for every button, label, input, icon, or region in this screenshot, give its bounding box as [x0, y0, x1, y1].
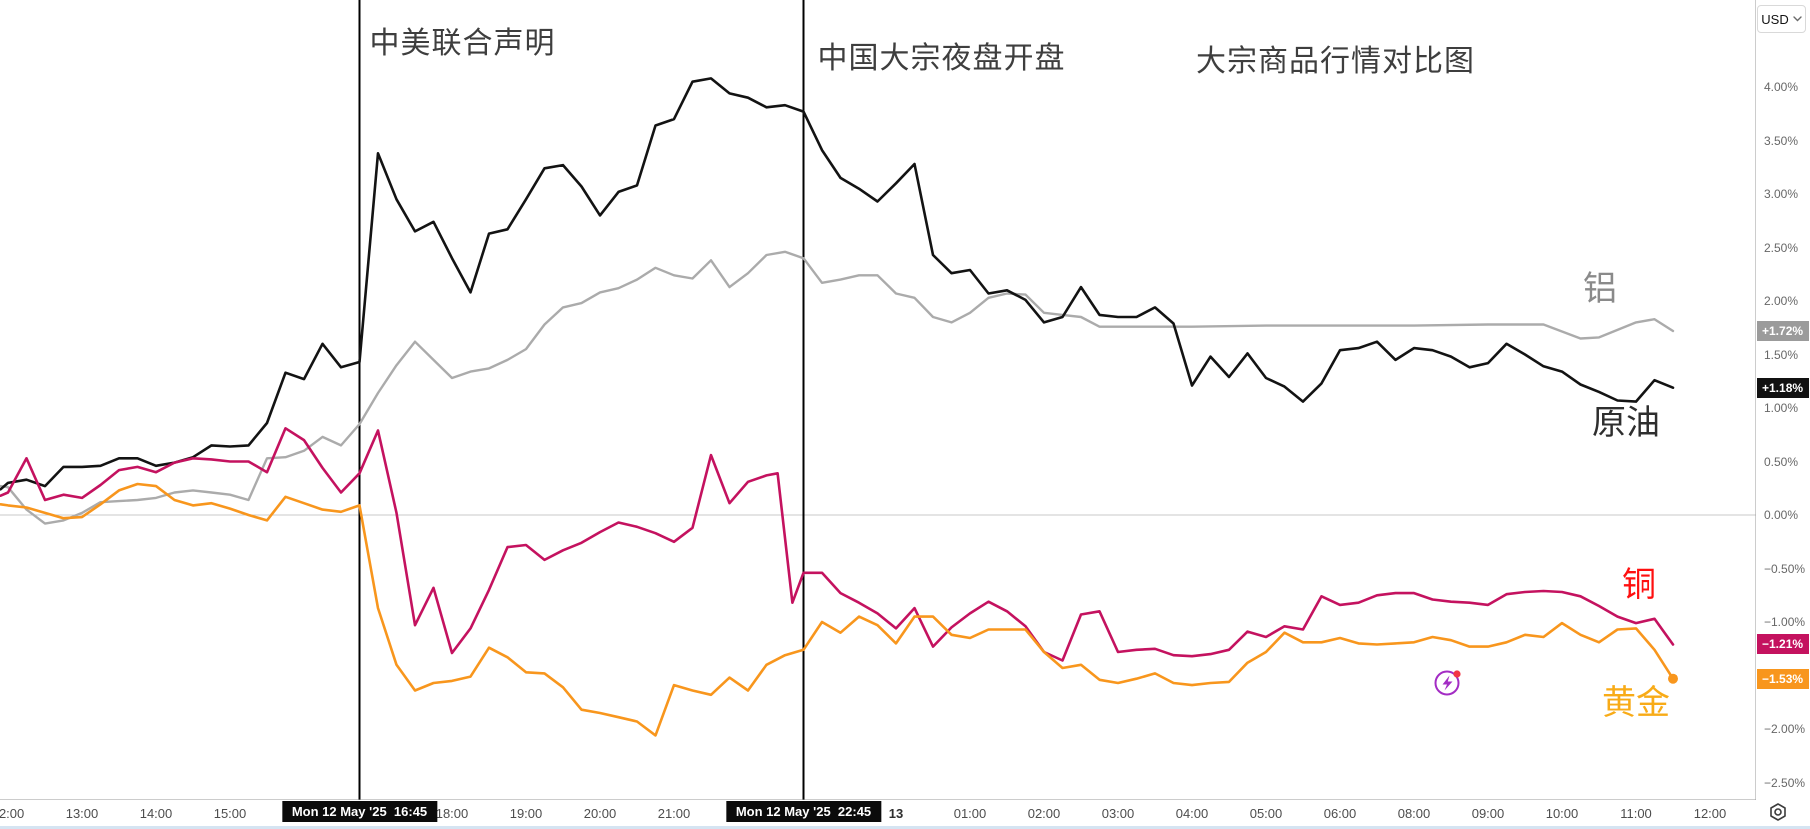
currency-label: USD: [1761, 11, 1789, 27]
price-axis[interactable]: 4.00% 3.50% 3.00% 2.50% 2.00% 1.50% 1.00% 0.50%…: [1756, 0, 1810, 800]
time-axis-label: 18:00: [435, 806, 469, 821]
time-axis-label: 02:00: [1027, 806, 1061, 821]
price-axis-label: 1.00%: [1764, 401, 1799, 415]
currency-selector[interactable]: USD: [1757, 5, 1806, 33]
price-badge-crude-oil: +1.18%: [1757, 377, 1809, 398]
price-axis-label: −2.00%: [1764, 722, 1806, 736]
time-axis-label: 21:00: [657, 806, 691, 821]
price-axis-label: 2.00%: [1764, 294, 1799, 308]
series-line-copper[interactable]: [0, 426, 1675, 662]
event-annotation-2[interactable]: 中国大宗夜盘开盘: [817, 42, 1066, 75]
price-badge-gold: −1.53%: [1757, 668, 1809, 689]
series-label-aluminum[interactable]: 铝: [1583, 270, 1617, 308]
time-axis-label: 08:00: [1397, 806, 1431, 821]
price-axis-label: −1.00%: [1764, 615, 1806, 629]
time-axis-label: 12:00: [0, 806, 25, 821]
chevron-down-icon: [1793, 16, 1802, 22]
time-axis-label: 04:00: [1175, 806, 1209, 821]
price-axis-label: 1.50%: [1764, 347, 1799, 362]
time-axis-label: 10:00: [1545, 806, 1579, 821]
page-title: 大宗商品行情对比图: [1196, 45, 1475, 78]
time-axis-label: 13:00: [65, 806, 99, 821]
price-axis-label: 0.50%: [1764, 454, 1799, 469]
time-axis-label: 20:00: [583, 806, 617, 821]
axis-settings-button[interactable]: [1760, 801, 1796, 825]
time-axis[interactable]: 12:00 13:00 14:00 15:00 18:00 19:00 20:00 21:00…: [0, 800, 1810, 829]
series-label-copper[interactable]: 铜: [1622, 566, 1656, 604]
time-axis-label: 09:00: [1471, 806, 1505, 821]
chart-overlay: 中美联合声明 中国大宗夜盘开盘铝原油铜黄金: [369, 27, 1671, 722]
last-point-dot-gold: [1668, 673, 1678, 684]
series-line-crude-oil[interactable]: [0, 77, 1675, 491]
event-annotation-1[interactable]: 中美联合声明: [369, 27, 556, 60]
price-badge-aluminum: +1.72%: [1757, 320, 1809, 341]
time-axis-label: 14:00: [139, 806, 173, 821]
flash-news-button[interactable]: [1432, 666, 1464, 698]
series-line-gold[interactable]: [0, 482, 1675, 737]
lightning-icon: [1434, 670, 1461, 696]
series-line-aluminum[interactable]: [0, 250, 1675, 525]
time-axis-label: 01:00: [953, 806, 987, 821]
time-axis-label: 15:00: [213, 806, 247, 821]
series-label-crude-oil[interactable]: 原油: [1592, 404, 1660, 442]
time-axis-label: 19:00: [509, 806, 543, 821]
price-axis-label: 3.50%: [1764, 133, 1799, 148]
time-axis-label: 05:00: [1249, 806, 1283, 821]
gear-icon: [1770, 803, 1786, 821]
time-axis-label: 03:00: [1101, 806, 1135, 821]
notification-dot: [1453, 670, 1461, 678]
time-axis-label: 06:00: [1323, 806, 1357, 821]
price-axis-label: 3.00%: [1764, 187, 1799, 201]
price-axis-label: 2.50%: [1764, 240, 1799, 255]
price-badge-copper: −1.21%: [1757, 634, 1809, 655]
series-label-gold[interactable]: 黄金: [1602, 684, 1670, 722]
price-axis-label: −2.50%: [1764, 775, 1806, 790]
time-axis-label: 12:00: [1693, 806, 1727, 821]
time-axis-label: 11:00: [1620, 806, 1652, 821]
price-axis-label: −0.50%: [1764, 561, 1806, 576]
price-axis-label: 4.00%: [1764, 80, 1799, 94]
time-axis-label: 13: [888, 806, 904, 821]
price-axis-label: 0.00%: [1764, 508, 1799, 522]
event-time-badge-1: Mon 12 May '25 16:45: [281, 801, 438, 822]
event-time-badge-2: Mon 12 May '25 22:45: [725, 801, 882, 822]
